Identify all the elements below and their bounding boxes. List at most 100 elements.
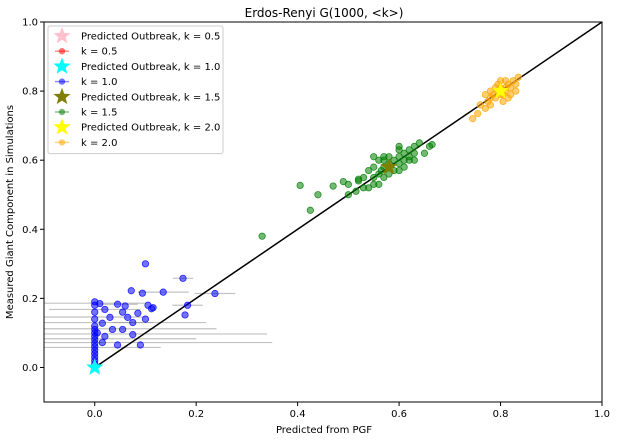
legend-label: Predicted Outbreak, k = 1.0	[81, 62, 220, 73]
data-point	[127, 287, 135, 295]
data-point	[141, 260, 150, 268]
data-point	[129, 331, 137, 339]
data-point	[395, 142, 403, 150]
data-point	[476, 101, 484, 109]
data-point	[359, 184, 368, 192]
data-point	[258, 232, 266, 240]
data-point	[106, 313, 114, 321]
x-tick-label: 0.0	[87, 409, 103, 420]
data-point	[91, 315, 99, 323]
data-point	[93, 329, 101, 337]
predicted-outbreak-star	[380, 158, 398, 175]
x-tick-label: 0.6	[391, 409, 407, 420]
data-point	[512, 87, 520, 95]
data-point	[98, 319, 106, 327]
legend-label: Predicted Outbreak, k = 0.5	[81, 32, 220, 43]
data-point	[129, 318, 137, 327]
legend-star-marker	[53, 27, 71, 44]
tick-layer: 0.0 0.2 0.4 0.6 0.8 1.0 0.0 0.2 0.4 0.6 0.8 1.0	[22, 18, 610, 421]
data-point	[410, 149, 418, 157]
predicted-outbreak-star	[86, 358, 104, 375]
data-point	[486, 101, 494, 109]
data-point	[370, 153, 378, 161]
x-axis-label: Predicted from PGF	[276, 425, 372, 436]
data-point	[405, 153, 413, 161]
data-point	[415, 139, 423, 147]
y-axis-label: Measured Giant Component in Simulations	[5, 105, 16, 319]
data-point	[370, 173, 378, 182]
data-point	[420, 149, 429, 157]
data-point	[380, 173, 388, 182]
data-point	[395, 160, 403, 168]
y-tick-label: 1.0	[22, 18, 38, 29]
data-point	[113, 300, 122, 308]
data-point	[134, 309, 142, 317]
y-tick-label: 0.4	[22, 225, 38, 236]
data-point	[141, 315, 150, 323]
data-point	[329, 182, 337, 190]
data-point	[136, 341, 144, 349]
legend: Predicted Outbreak, k = 0.5 k = 0.5 Predic…	[47, 25, 224, 155]
data-point	[425, 142, 434, 150]
data-point	[359, 173, 368, 182]
data-point	[410, 156, 418, 164]
data-point	[395, 153, 403, 161]
legend-dot-marker	[58, 48, 66, 55]
data-point	[405, 146, 413, 154]
data-point	[98, 338, 106, 347]
data-point	[354, 177, 363, 185]
data-point	[481, 104, 489, 112]
data-point	[499, 97, 507, 106]
legend-label: k = 0.5	[81, 47, 117, 58]
plot-layer	[44, 21, 603, 375]
x-tick-label: 1.0	[594, 409, 610, 420]
y-tick-label: 0.6	[22, 156, 38, 167]
chart-title: Erdos-Renyi G(1000, <k>)	[245, 6, 404, 20]
data-point	[179, 274, 187, 282]
data-point	[101, 305, 109, 314]
data-point	[113, 341, 122, 349]
legend-star-marker	[53, 57, 71, 74]
y-tick-label: 0.0	[22, 363, 38, 374]
data-point	[119, 325, 127, 334]
data-point	[400, 156, 408, 164]
data-point	[96, 299, 104, 308]
data-point	[344, 180, 352, 188]
legend-dot-marker	[58, 78, 66, 85]
data-point	[211, 289, 219, 298]
data-point	[314, 191, 322, 199]
legend-label: k = 1.0	[81, 77, 117, 88]
data-point	[410, 142, 418, 150]
data-point	[370, 163, 378, 171]
data-point	[306, 206, 314, 214]
data-point	[183, 301, 192, 309]
x-tick-label: 0.2	[188, 409, 204, 420]
legend-dot-marker	[58, 108, 66, 116]
data-point	[474, 109, 482, 118]
data-point	[138, 289, 147, 297]
x-tick-label: 0.8	[493, 409, 509, 420]
y-tick-label: 0.8	[22, 87, 38, 98]
predicted-outbreak-star	[491, 82, 510, 99]
data-point	[486, 87, 494, 95]
data-point	[181, 311, 189, 319]
data-point	[365, 166, 373, 175]
legend-star-marker	[53, 87, 71, 105]
data-point	[400, 149, 408, 157]
data-point	[344, 191, 352, 199]
data-point	[159, 288, 167, 296]
data-point	[390, 156, 398, 164]
data-point	[512, 80, 520, 88]
data-point	[504, 94, 512, 102]
data-point	[101, 332, 109, 340]
data-point	[296, 181, 304, 189]
data-point	[121, 302, 129, 310]
data-point	[514, 73, 522, 81]
data-point	[380, 156, 388, 164]
plot-frame	[43, 21, 603, 403]
data-point	[469, 115, 477, 123]
legend-dot-marker	[58, 139, 66, 146]
data-point	[481, 90, 489, 99]
